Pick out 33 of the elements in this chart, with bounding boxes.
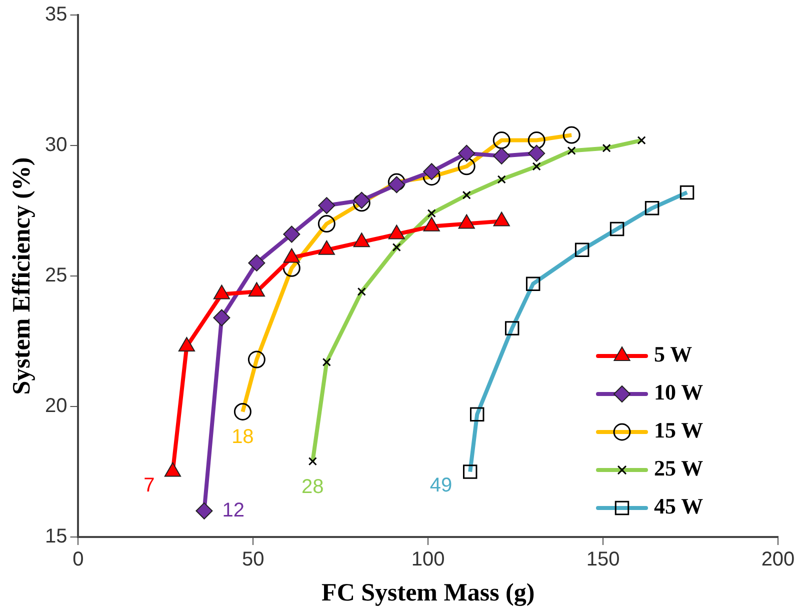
- legend-label: 45 W: [654, 494, 704, 519]
- point: [213, 309, 230, 326]
- legend-label: 10 W: [654, 380, 704, 405]
- y-axis-title: System Efficiency (%): [8, 157, 36, 395]
- point: [458, 144, 476, 162]
- x-tick-label: 200: [761, 548, 795, 571]
- legend-label: 15 W: [654, 418, 704, 443]
- point: [493, 147, 510, 164]
- x-tick-label: 100: [411, 548, 445, 571]
- annotation: 7: [144, 474, 155, 496]
- x-axis-title: FC System Mass (g): [322, 579, 535, 606]
- x-tick-label: 150: [586, 548, 620, 571]
- point: [283, 226, 300, 243]
- y-tick-label: 35: [44, 4, 68, 26]
- point: [353, 192, 370, 209]
- y-tick-label: 20: [44, 395, 68, 418]
- y-tick-label: 30: [44, 134, 68, 156]
- point: [318, 197, 336, 214]
- annotation: 12: [222, 499, 244, 522]
- x-tick-label: 0: [72, 548, 84, 571]
- annotation: 18: [232, 426, 254, 448]
- point: [196, 502, 213, 520]
- point: [248, 254, 266, 272]
- point: [528, 144, 546, 162]
- y-tick-label: 15: [44, 526, 68, 548]
- legend-label: 5 W: [654, 342, 692, 367]
- legend-label: 25 W: [654, 456, 704, 481]
- annotation: 49: [430, 474, 452, 496]
- point: [423, 163, 440, 180]
- point: [388, 176, 406, 194]
- annotation: 28: [302, 476, 324, 498]
- y-tick-label: 25: [44, 264, 68, 287]
- x-tick-label: 50: [242, 548, 264, 571]
